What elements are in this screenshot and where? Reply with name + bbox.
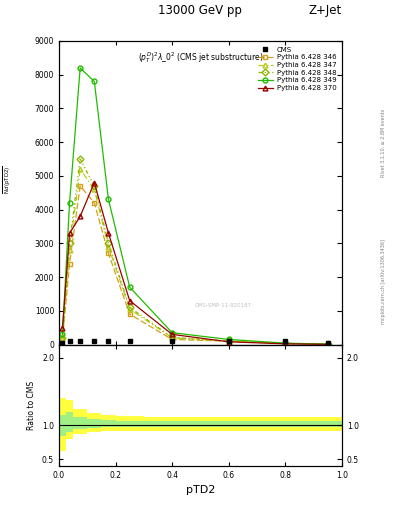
Pythia 6.428 348: [106, 240, 111, 246]
Pythia 6.428 370: [127, 297, 132, 304]
Pythia 6.428 349: [106, 197, 111, 203]
Pythia 6.428 349: [60, 331, 65, 337]
Legend: CMS, Pythia 6.428 346, Pythia 6.428 347, Pythia 6.428 348, Pythia 6.428 349, Pyt: CMS, Pythia 6.428 346, Pythia 6.428 347,…: [256, 45, 338, 93]
Pythia 6.428 349: [67, 200, 72, 206]
Text: $\frac{1}{\mathrm{N}}\frac{d\mathrm{N}}{d(\mathrm{pTD2})}$: $\frac{1}{\mathrm{N}}\frac{d\mathrm{N}}{…: [0, 165, 12, 194]
Pythia 6.428 370: [60, 325, 65, 331]
Pythia 6.428 349: [226, 336, 231, 343]
Pythia 6.428 349: [170, 330, 174, 336]
CMS: [67, 338, 72, 344]
Pythia 6.428 347: [226, 338, 231, 344]
Text: $(p_T^D)^2\lambda\_0^2$ (CMS jet substructure): $(p_T^D)^2\lambda\_0^2$ (CMS jet substru…: [138, 50, 263, 65]
CMS: [127, 338, 132, 344]
Pythia 6.428 348: [170, 334, 174, 340]
Pythia 6.428 347: [60, 335, 65, 341]
Pythia 6.428 349: [127, 284, 132, 290]
Text: 13000 GeV pp: 13000 GeV pp: [158, 4, 242, 17]
Line: Pythia 6.428 348: Pythia 6.428 348: [60, 157, 330, 347]
Pythia 6.428 370: [106, 230, 111, 236]
Pythia 6.428 346: [67, 261, 72, 267]
Pythia 6.428 370: [67, 230, 72, 236]
Pythia 6.428 346: [92, 200, 97, 206]
Line: Pythia 6.428 347: Pythia 6.428 347: [60, 167, 330, 347]
Pythia 6.428 346: [127, 311, 132, 317]
X-axis label: pTD2: pTD2: [186, 485, 215, 495]
Pythia 6.428 346: [106, 250, 111, 257]
Pythia 6.428 348: [60, 335, 65, 341]
Pythia 6.428 370: [78, 214, 83, 220]
Pythia 6.428 347: [283, 340, 288, 347]
CMS: [60, 340, 65, 346]
Pythia 6.428 346: [78, 183, 83, 189]
CMS: [325, 340, 330, 346]
CMS: [92, 338, 97, 344]
Pythia 6.428 346: [170, 336, 174, 343]
Pythia 6.428 347: [78, 166, 83, 172]
Pythia 6.428 348: [226, 338, 231, 344]
Pythia 6.428 349: [78, 65, 83, 71]
Pythia 6.428 347: [325, 341, 330, 347]
Pythia 6.428 370: [226, 339, 231, 345]
Text: CMS-SMP-11-920187: CMS-SMP-11-920187: [195, 303, 252, 308]
Pythia 6.428 346: [60, 336, 65, 343]
Line: Pythia 6.428 346: Pythia 6.428 346: [60, 184, 330, 347]
Pythia 6.428 347: [67, 247, 72, 253]
Pythia 6.428 346: [226, 338, 231, 344]
Pythia 6.428 348: [325, 341, 330, 347]
Pythia 6.428 347: [106, 244, 111, 250]
CMS: [283, 338, 288, 344]
Pythia 6.428 348: [283, 340, 288, 347]
Text: mcplots.cern.ch [arXiv:1306.3436]: mcplots.cern.ch [arXiv:1306.3436]: [381, 239, 386, 324]
CMS: [78, 338, 83, 344]
CMS: [170, 338, 174, 344]
Line: CMS: CMS: [61, 339, 330, 345]
Pythia 6.428 349: [325, 341, 330, 347]
Y-axis label: Ratio to CMS: Ratio to CMS: [28, 380, 37, 430]
Pythia 6.428 347: [127, 306, 132, 312]
CMS: [106, 338, 111, 344]
Pythia 6.428 348: [67, 240, 72, 246]
Text: Rivet 3.1.10, ≥ 2.8M events: Rivet 3.1.10, ≥ 2.8M events: [381, 109, 386, 178]
Pythia 6.428 348: [127, 304, 132, 310]
CMS: [226, 338, 231, 344]
Pythia 6.428 370: [170, 331, 174, 337]
Line: Pythia 6.428 349: Pythia 6.428 349: [60, 66, 330, 347]
Line: Pythia 6.428 370: Pythia 6.428 370: [60, 180, 330, 347]
Pythia 6.428 370: [283, 341, 288, 347]
Text: Z+Jet: Z+Jet: [309, 4, 342, 17]
Pythia 6.428 346: [325, 341, 330, 347]
Pythia 6.428 349: [283, 340, 288, 346]
Pythia 6.428 370: [325, 342, 330, 348]
Pythia 6.428 347: [170, 335, 174, 341]
Pythia 6.428 349: [92, 78, 97, 84]
Pythia 6.428 348: [92, 183, 97, 189]
Pythia 6.428 346: [283, 340, 288, 347]
Pythia 6.428 348: [78, 156, 83, 162]
Pythia 6.428 370: [92, 180, 97, 186]
Pythia 6.428 347: [92, 186, 97, 193]
